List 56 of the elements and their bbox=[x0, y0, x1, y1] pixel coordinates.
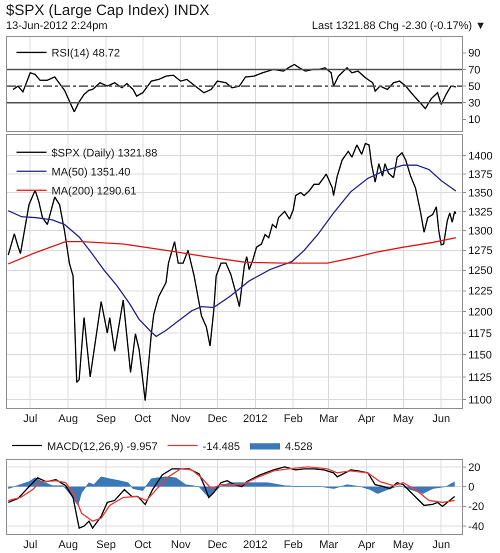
y-tick-label: 1300 bbox=[468, 226, 493, 238]
text: Last 1321.88 Chg -2.30 (-0.17%) ▼ bbox=[312, 20, 486, 32]
legend-label: $SPX (Daily) 1321.88 bbox=[52, 148, 158, 160]
x-tick-label: Mar bbox=[319, 539, 338, 552]
y-tick-label: 1275 bbox=[468, 245, 493, 258]
x-tick-label: Jun bbox=[432, 413, 450, 426]
chart-title: $SPX (Large Cap Index) INDX bbox=[6, 2, 210, 19]
x-tick-label: Mar bbox=[319, 413, 338, 426]
line-series bbox=[12, 64, 457, 113]
line-series bbox=[8, 142, 457, 402]
legend-label: MA(200) 1290.61 bbox=[52, 186, 137, 198]
x-tick-label: Sep bbox=[96, 539, 116, 552]
legend-label: 4.528 bbox=[284, 440, 313, 453]
y-tick-label: 50 bbox=[468, 80, 480, 93]
y-tick-label: 1400 bbox=[468, 150, 493, 163]
y-tick-label: 30 bbox=[468, 98, 480, 110]
x-tick-label: Dec bbox=[208, 539, 228, 552]
y-tick-label: 1200 bbox=[468, 306, 493, 319]
x-tick-label: Jul bbox=[23, 539, 38, 552]
line-series bbox=[8, 164, 457, 338]
y-tick-label: -20 bbox=[468, 501, 484, 514]
y-tick-label: 1350 bbox=[468, 187, 493, 200]
x-tick-label: Jul bbox=[23, 413, 38, 426]
x-tick-label: 2012 bbox=[243, 413, 268, 426]
x-tick-label: Oct bbox=[134, 413, 152, 426]
chart-subtitle: 13-Jun-2012 2:24pm bbox=[6, 20, 108, 32]
y-tick-label: -40 bbox=[468, 520, 484, 533]
line-series bbox=[8, 237, 457, 265]
x-tick-label: Feb bbox=[284, 539, 303, 552]
y-tick-label: 1250 bbox=[468, 265, 493, 278]
x-tick-label: Nov bbox=[170, 413, 191, 426]
y-tick-label: 90 bbox=[468, 48, 480, 60]
y-tick-label: 1375 bbox=[468, 168, 493, 181]
legend-label: MA(50) 1351.40 bbox=[52, 166, 130, 179]
y-tick-label: 1175 bbox=[468, 328, 492, 340]
y-tick-label: 1150 bbox=[468, 350, 492, 362]
y-tick-label: 70 bbox=[468, 64, 480, 76]
y-tick-label: 1100 bbox=[468, 394, 492, 407]
x-tick-label: Jun bbox=[432, 539, 450, 552]
y-tick-label: 0 bbox=[468, 481, 474, 494]
y-tick-label: 1125 bbox=[468, 372, 492, 384]
x-tick-label: Dec bbox=[208, 413, 228, 426]
x-tick-label: May bbox=[392, 539, 414, 552]
x-tick-label: Aug bbox=[58, 539, 78, 552]
legend-label: MACD(12,26,9) -9.957 bbox=[47, 440, 158, 453]
x-tick-label: Apr bbox=[358, 539, 376, 552]
y-tick-label: 1325 bbox=[468, 206, 493, 218]
y-tick-label: 10 bbox=[468, 114, 480, 126]
x-tick-label: Oct bbox=[134, 539, 152, 552]
legend-label: RSI(14) 48.72 bbox=[52, 48, 120, 60]
y-tick-label: 1225 bbox=[468, 286, 493, 298]
x-tick-label: Feb bbox=[284, 413, 303, 426]
x-tick-label: 2012 bbox=[243, 539, 268, 552]
legend-label: -14.485 bbox=[202, 440, 240, 453]
y-tick-label: 20 bbox=[468, 462, 480, 474]
x-tick-label: Nov bbox=[170, 539, 191, 552]
